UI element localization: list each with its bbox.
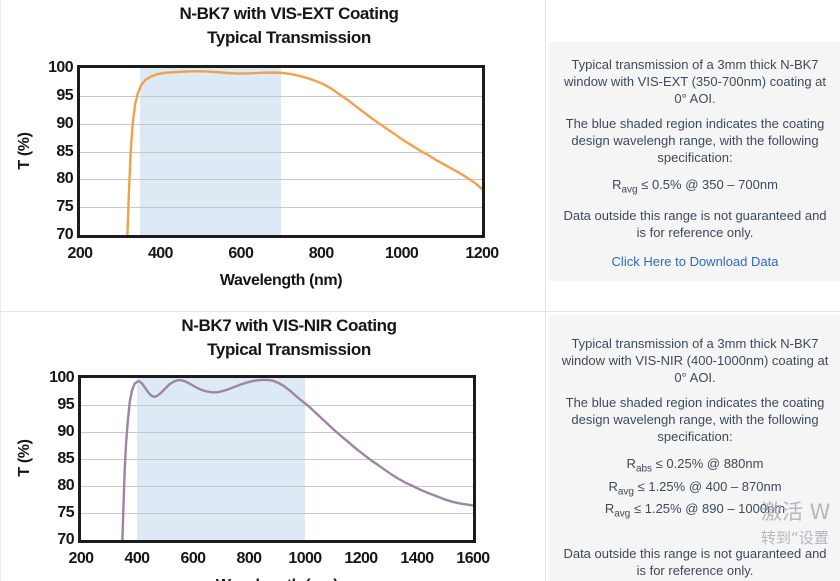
gridline xyxy=(81,405,473,406)
spec-block: Rabs ≤ 0.25% @ 880nm Ravg ≤ 1.25% @ 400 –… xyxy=(561,455,829,523)
gridline xyxy=(80,207,482,209)
x-tick-label: 400 xyxy=(124,550,151,567)
gridline xyxy=(81,459,473,460)
x-tick-label: 600 xyxy=(180,550,207,567)
x-axis-label: Wavelength (nm) xyxy=(219,272,343,289)
y-tick-label: 90 xyxy=(56,114,73,132)
x-tick-label: 800 xyxy=(236,550,263,567)
gridline xyxy=(80,95,482,97)
vis-nir-info-panel: Typical transmission of a 3mm thick N-BK… xyxy=(546,312,840,581)
y-tick-label: 70 xyxy=(57,531,74,548)
gridline xyxy=(80,151,482,153)
y-tick-label: 75 xyxy=(56,198,73,216)
x-tick-label: 1200 xyxy=(344,550,378,567)
info-box: Typical transmission of a 3mm thick N-BK… xyxy=(549,315,840,581)
x-tick-label: 1200 xyxy=(465,245,499,262)
gridline xyxy=(81,432,473,433)
y-tick-label: 75 xyxy=(57,504,74,521)
y-tick-label: 80 xyxy=(56,170,73,188)
vis-ext-info-panel: Typical transmission of a 3mm thick N-BK… xyxy=(546,0,840,311)
y-tick-label: 85 xyxy=(56,142,73,160)
spec-line: Ravg ≤ 1.25% @ 400 – 870nm xyxy=(608,478,782,498)
x-tick-label: 1400 xyxy=(400,550,434,567)
description-paragraph: Typical transmission of a 3mm thick N-BK… xyxy=(563,57,827,106)
x-axis-label: Wavelength (nm) xyxy=(78,577,476,581)
spec-line: Ravg ≤ 1.25% @ 890 – 1000nm xyxy=(604,501,786,520)
watermark-line-1: 激活 W xyxy=(761,500,831,524)
vis-nir-section: N-BK7 with VIS-NIR Coating Typical Trans… xyxy=(1,312,840,581)
x-tick-label: 200 xyxy=(67,245,94,262)
transmission-curve xyxy=(121,378,473,540)
x-tick-label: 800 xyxy=(308,245,335,262)
x-tick-label: 200 xyxy=(68,550,95,567)
y-tick-label: 85 xyxy=(57,450,74,467)
transmission-curve xyxy=(126,70,482,235)
chart-subtitle: Typical Transmission xyxy=(207,340,371,359)
chart-subtitle: Typical Transmission xyxy=(207,28,371,47)
windows-activation-watermark: 激活 W 转到“设置 xyxy=(761,500,830,548)
x-tick-label: 1000 xyxy=(288,550,322,567)
x-tick-label: 1600 xyxy=(456,550,490,567)
x-tick-label: 600 xyxy=(228,245,254,262)
gridline xyxy=(80,123,482,125)
spec-line: Ravg ≤ 0.5% @ 350 – 700nm xyxy=(612,177,778,196)
spec-block: Ravg ≤ 0.5% @ 350 – 700nm xyxy=(561,176,829,199)
x-tick-label: 400 xyxy=(147,245,174,262)
vis-nir-chart-panel: N-BK7 with VIS-NIR Coating Typical Trans… xyxy=(1,312,546,581)
description-paragraph: Typical transmission of a 3mm thick N-BK… xyxy=(561,336,829,385)
vis-ext-section: N-BK7 with VIS-EXT Coating Typical Trans… xyxy=(1,0,840,312)
chart-title: N-BK7 with VIS-EXT Coating xyxy=(179,4,399,23)
gridline xyxy=(81,513,473,514)
y-tick-label: 95 xyxy=(57,396,74,413)
y-tick-label: 90 xyxy=(57,423,74,440)
y-tick-label: 100 xyxy=(48,59,74,76)
coating-range-paragraph: The blue shaded region indicates the coa… xyxy=(565,395,825,444)
data-disclaimer-paragraph: Data outside this range is not guarantee… xyxy=(563,545,827,578)
info-box: Typical transmission of a 3mm thick N-BK… xyxy=(549,42,840,281)
coating-range-paragraph: The blue shaded region indicates the coa… xyxy=(565,116,825,165)
gridline xyxy=(81,486,473,487)
data-disclaimer-paragraph: Data outside this range is not guarantee… xyxy=(563,207,827,240)
x-tick-label: 1000 xyxy=(384,245,419,262)
download-data-link[interactable]: Click Here to Download Data xyxy=(611,253,779,269)
y-tick-label: 100 xyxy=(49,369,75,386)
transmission-plot: 200 400 600 800 1000 1200 1400 1600 70 75 80 85 90 95… xyxy=(49,369,490,567)
vis-ext-chart-panel: N-BK7 with VIS-EXT Coating Typical Trans… xyxy=(1,0,546,311)
watermark-line-2: 转到“设置 xyxy=(761,529,829,547)
gridline xyxy=(80,179,482,181)
y-tick-label: 95 xyxy=(56,86,73,104)
y-tick-label: 70 xyxy=(56,226,73,243)
chart-title: N-BK7 with VIS-NIR Coating xyxy=(181,316,397,335)
transmission-plot: 200 400 600 800 1000 1200 70 75 80 85 90 95 100 xyxy=(48,59,499,262)
y-tick-label: 80 xyxy=(57,477,74,494)
spec-line: Rabs ≤ 0.25% @ 880nm xyxy=(626,456,764,475)
